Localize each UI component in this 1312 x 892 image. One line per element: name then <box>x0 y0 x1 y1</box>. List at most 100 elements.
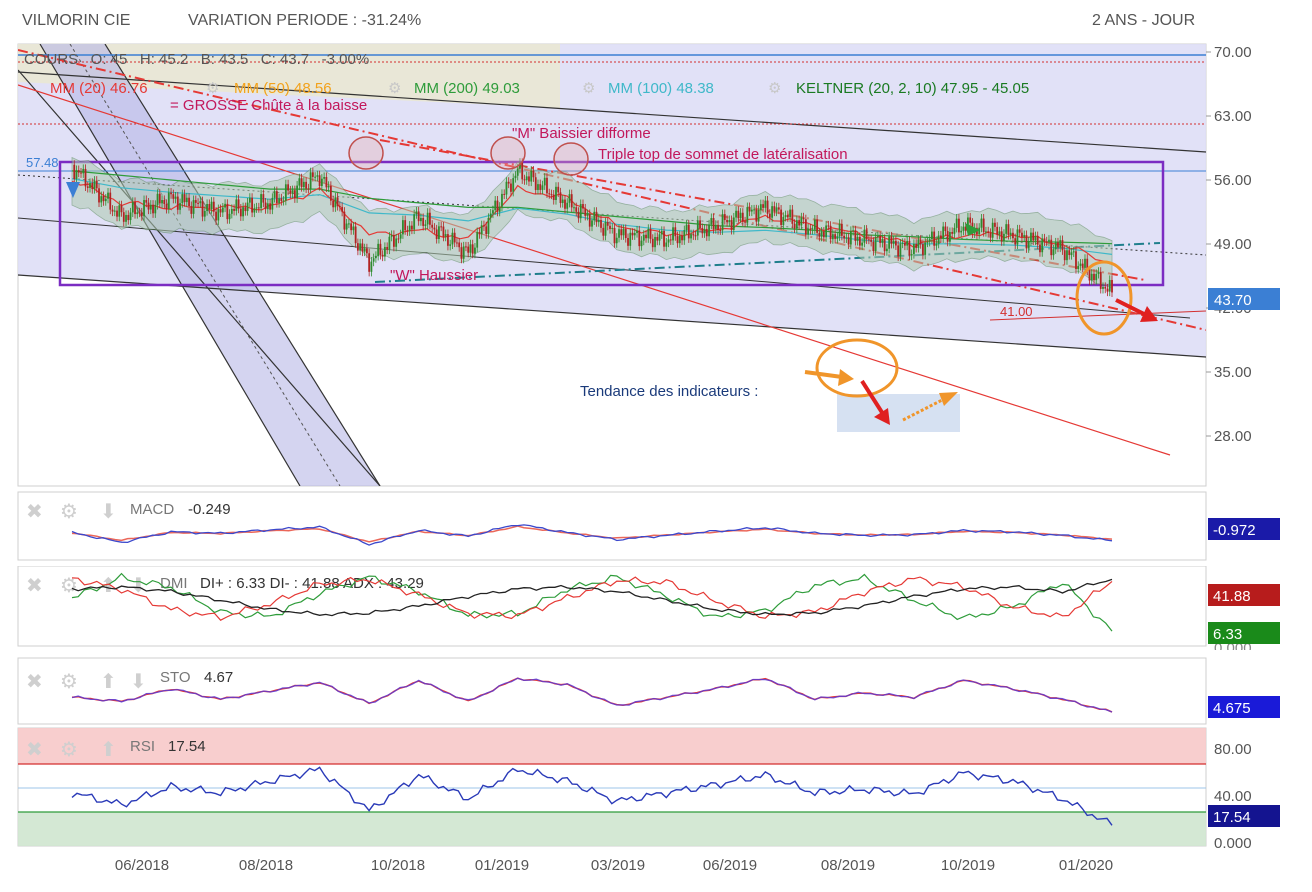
gear-icon[interactable]: ⚙ <box>60 501 78 523</box>
close-icon[interactable]: ✖ <box>26 739 43 761</box>
close-icon[interactable]: ✖ <box>26 575 43 597</box>
candle-body <box>467 246 470 253</box>
candle-body <box>1102 286 1104 289</box>
candle-body <box>919 239 922 245</box>
gear-icon[interactable]: ⚙ <box>60 575 78 597</box>
candle-body <box>264 202 267 210</box>
sto-panel[interactable]: ✖ ⚙ ⬆ ⬇ STO 4.67 4.675 <box>0 656 1312 728</box>
candle-body <box>570 194 573 208</box>
candle-body <box>784 215 787 217</box>
candle-body <box>242 207 244 217</box>
settings-icon-mm50[interactable]: ⚙ <box>206 80 219 97</box>
candle-body <box>748 207 751 212</box>
candle-body <box>100 196 103 203</box>
arrow-down-icon[interactable]: ⬇ <box>130 671 147 693</box>
candle-body <box>269 203 271 210</box>
candle-body <box>109 192 112 210</box>
arrow-up-icon[interactable]: ⬆ <box>100 575 117 597</box>
arrow-up-icon[interactable]: ⬆ <box>100 739 117 761</box>
legend-keltner[interactable]: KELTNER (20, 2, 10) 47.95 - 45.05 <box>796 80 1029 97</box>
candle-body <box>1039 244 1041 253</box>
candle-body <box>678 235 681 244</box>
arrow-down-icon[interactable]: ⬇ <box>130 575 147 597</box>
arrow-up-icon[interactable]: ⬆ <box>100 671 117 693</box>
candle-body <box>568 194 571 203</box>
candle-body <box>953 227 956 234</box>
macd-line <box>71 524 1113 546</box>
period-label[interactable]: 2 ANS - JOUR <box>1092 12 1196 29</box>
candle-body <box>944 226 947 232</box>
candle-body <box>798 220 800 226</box>
candle-body <box>894 240 897 246</box>
macd-value: -0.249 <box>188 501 231 518</box>
gear-icon[interactable]: ⚙ <box>60 671 78 693</box>
arrow-down-icon[interactable]: ⬇ <box>100 501 117 523</box>
candle-body <box>591 220 593 227</box>
price-tick-label: 63.00 <box>1214 108 1252 125</box>
candle-body <box>426 212 429 225</box>
macd-label: MACD <box>130 501 174 518</box>
candle-body <box>318 175 321 187</box>
candle-body <box>874 237 877 252</box>
candle-body <box>840 223 843 236</box>
candle-body <box>732 217 735 230</box>
candle-body <box>476 232 479 248</box>
close-icon[interactable]: ✖ <box>26 671 43 693</box>
price-chart[interactable]: = GROSSE Chûte à la baisse "M" Baissier … <box>0 0 1312 490</box>
candle-body <box>822 231 825 238</box>
candle-body <box>888 236 891 249</box>
settings-icon-mm100[interactable]: ⚙ <box>582 80 595 97</box>
candle-body <box>1000 231 1003 242</box>
candle-body <box>370 261 373 272</box>
settings-icon-mm200[interactable]: ⚙ <box>388 80 401 97</box>
candle-body <box>541 185 544 190</box>
candle-body <box>809 228 812 231</box>
candle-body <box>217 209 220 221</box>
candle-body <box>800 217 803 226</box>
gear-icon[interactable]: ⚙ <box>60 739 78 761</box>
candle-body <box>368 253 371 272</box>
legend-mm50[interactable]: MM (50) 48.56 <box>234 80 332 97</box>
price-tick-label: 28.00 <box>1214 428 1252 445</box>
candle-body <box>705 228 708 237</box>
candle-body <box>138 212 141 214</box>
legend-mm200[interactable]: MM (200) 49.03 <box>414 80 520 97</box>
candle-body <box>505 181 508 195</box>
candle-body <box>755 209 758 222</box>
candle-body <box>176 196 179 210</box>
candle-body <box>946 231 949 242</box>
rsi-badge <box>1208 805 1280 827</box>
candle-body <box>663 230 665 247</box>
candle-body <box>361 243 364 252</box>
rsi-panel[interactable]: ✖ ⚙ ⬆ RSI 17.54 80.00 40.00 0.000 17.54 <box>0 726 1312 854</box>
candle-body <box>73 164 76 179</box>
candle-body <box>764 200 767 208</box>
candle-body <box>703 228 706 234</box>
candle-body <box>98 188 100 203</box>
candle-body <box>197 202 199 204</box>
candle-body <box>309 172 312 189</box>
candle-body <box>354 226 357 244</box>
candle-body <box>647 228 650 239</box>
candle-body <box>962 226 965 231</box>
candle-body <box>1041 238 1044 253</box>
legend-mm20[interactable]: MM (20) 46.76 <box>50 80 148 97</box>
green-arrow <box>965 223 980 236</box>
candle-body <box>618 229 620 238</box>
close-icon[interactable]: ✖ <box>26 501 43 523</box>
candle-body <box>557 186 560 193</box>
macd-panel[interactable]: ✖ ⚙ ⬇ MACD -0.249 -0.972 <box>0 490 1312 564</box>
candle-body <box>1068 250 1071 256</box>
candle-body <box>606 222 609 226</box>
candle-body <box>964 226 967 231</box>
candle-body <box>1014 238 1017 245</box>
candle-body <box>89 182 91 188</box>
rsi-oversold-zone <box>18 812 1206 846</box>
candle-body <box>167 192 170 209</box>
legend-mm100[interactable]: MM (100) 48.38 <box>608 80 714 97</box>
dmi-panel[interactable]: ✖ ⚙ ⬆ ⬇ DMI DI+ : 6.33 DI- : 41.88 ADX :… <box>0 566 1312 650</box>
candle-body <box>771 206 773 218</box>
candle-body <box>347 223 350 225</box>
settings-icon-keltner[interactable]: ⚙ <box>768 80 781 97</box>
candle-body <box>275 191 278 204</box>
